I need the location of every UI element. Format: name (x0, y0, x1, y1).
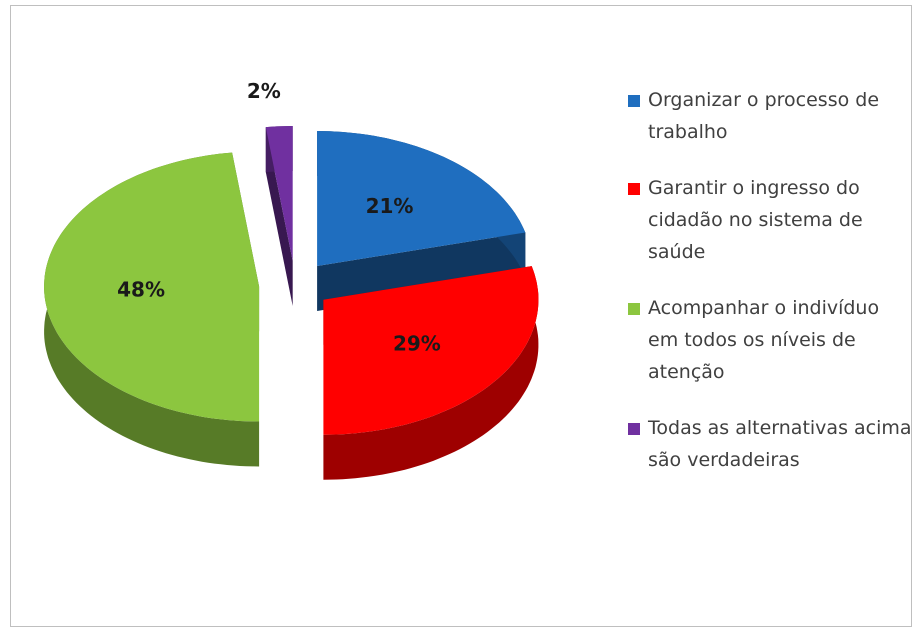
slice (317, 131, 526, 266)
legend-swatch (628, 423, 640, 435)
legend-item: Todas as alternativas acima são verdadei… (628, 412, 913, 476)
slice-wall (265, 127, 293, 306)
slice (323, 266, 539, 435)
chart-frame (10, 5, 912, 627)
slice-wall (317, 232, 526, 311)
legend-item: Organizar o processo de trabalho (628, 84, 913, 148)
data-label: 29% (393, 332, 441, 356)
legend: Organizar o processo de trabalho Garantir… (628, 84, 913, 500)
legend-swatch (628, 183, 640, 195)
legend-swatch (628, 303, 640, 315)
slice-side (323, 266, 539, 480)
legend-label: Todas as alternativas acima são verdadei… (648, 417, 912, 471)
legend-item: Acompanhar o indivíduo em todos os nívei… (628, 292, 913, 388)
slice (265, 126, 293, 261)
data-label: 2% (247, 79, 281, 103)
legend-label: Organizar o processo de trabalho (648, 89, 880, 143)
legend-label: Garantir o ingresso do cidadão no sistem… (648, 177, 863, 263)
data-label: 21% (366, 194, 414, 218)
data-label: 48% (117, 278, 165, 302)
legend-label: Acompanhar o indivíduo em todos os nívei… (648, 297, 880, 383)
legend-swatch (628, 95, 640, 107)
slice (44, 152, 260, 422)
legend-item: Garantir o ingresso do cidadão no sistem… (628, 172, 913, 268)
